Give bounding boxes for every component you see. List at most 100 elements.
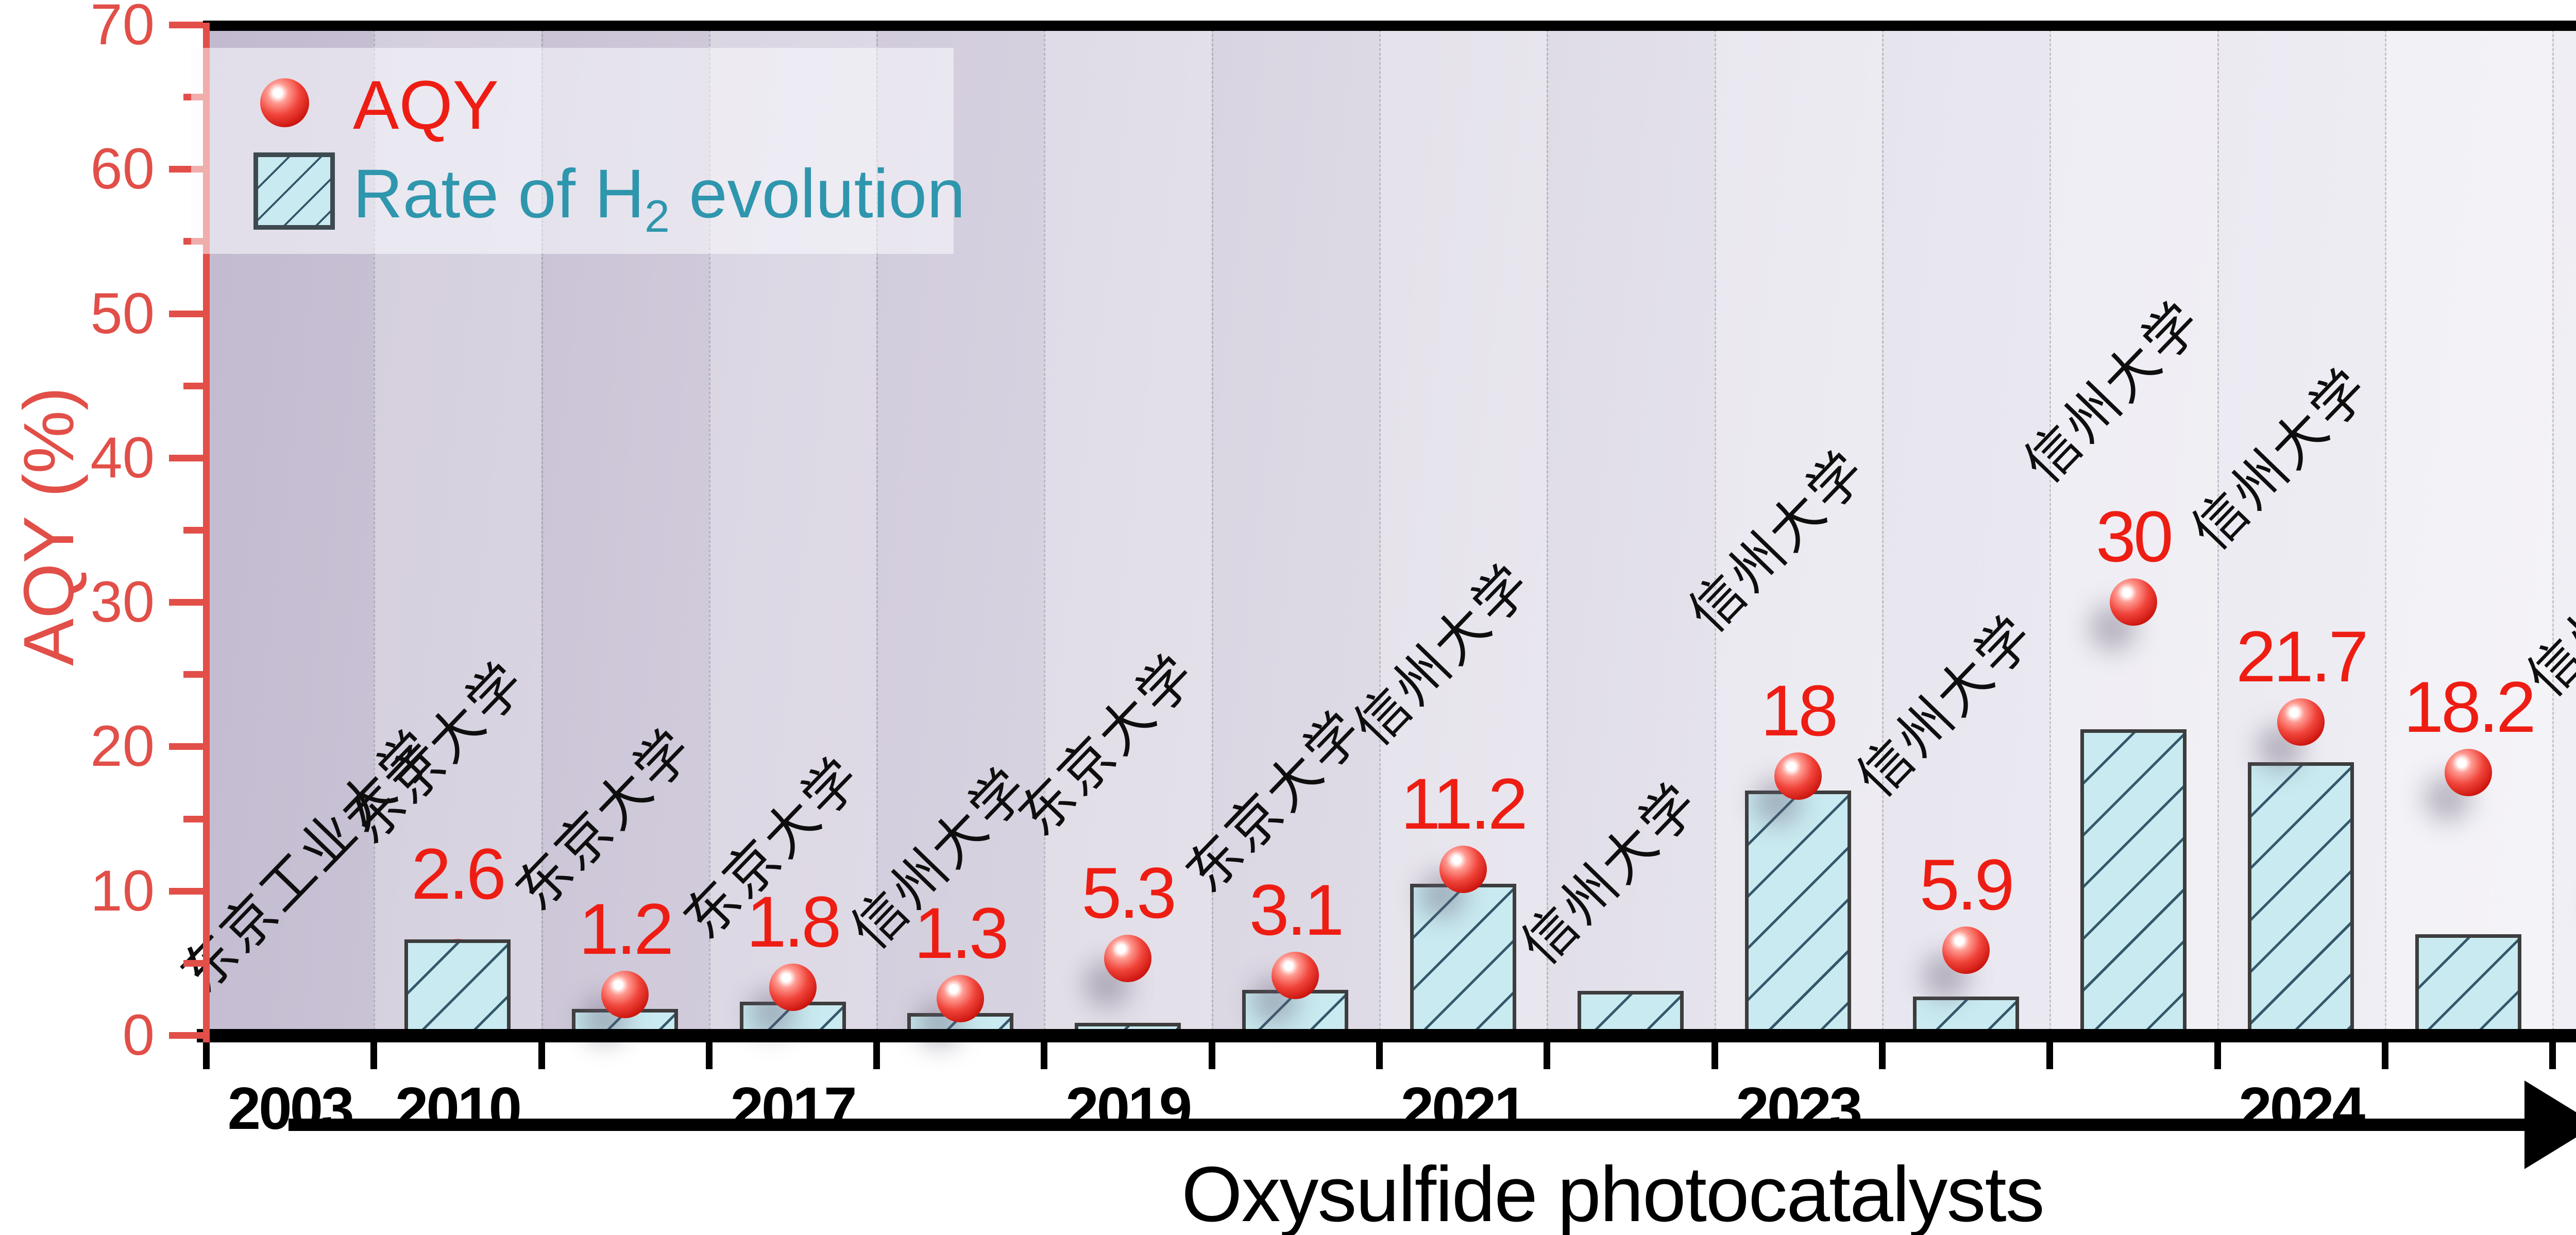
x-axis-year-label: 2003 <box>227 1075 354 1142</box>
aqy-value-label: 18.2 <box>2403 666 2536 747</box>
x-axis-year-label: 2021 <box>1400 1075 1528 1142</box>
x-axis-tick <box>1041 1042 1048 1069</box>
x-axis-tick <box>370 1042 378 1069</box>
slot-gridline <box>1882 25 1884 1035</box>
x-axis-tick <box>2549 1042 2556 1069</box>
aqy-dot <box>1104 935 1152 983</box>
x-axis-tick <box>1711 1042 1718 1069</box>
x-axis-year-label: 2017 <box>730 1075 857 1142</box>
aqy-value-label: 10.7 <box>2482 774 2576 857</box>
left-axis-major-tick <box>169 599 203 606</box>
timeline-arrow-head-icon <box>2524 1080 2576 1169</box>
aqy-value-label: 5.9 <box>1919 844 2015 925</box>
aqy-value-label: 30 <box>2096 496 2174 577</box>
slot-gridline <box>1044 25 1046 1035</box>
left-axis-tick-label: 40 <box>90 425 155 490</box>
aqy-dot <box>769 964 817 1011</box>
legend-rate-prefix: Rate of H <box>353 156 645 232</box>
x-axis-year-label: 2024 <box>2239 1075 2365 1142</box>
aqy-dot <box>1272 951 1319 999</box>
slot-gridline <box>876 25 878 1035</box>
aqy-dot <box>1439 845 1487 893</box>
slot-gridline <box>2049 25 2052 1035</box>
aqy-value-label: 18 <box>1760 670 1838 751</box>
left-axis-minor-tick <box>183 671 203 678</box>
left-axis-major-tick <box>169 887 203 895</box>
plot-top-frame <box>203 21 2576 31</box>
x-axis-tick <box>1208 1042 1215 1069</box>
slot-gridline <box>708 25 710 1035</box>
rate-bar <box>2248 762 2354 1035</box>
slot-gridline <box>374 25 376 1035</box>
x-axis-year-label: 2025 <box>2482 1074 2576 1143</box>
timeline-arrow-line <box>289 1119 2524 1131</box>
slot-gridline <box>2384 25 2386 1035</box>
aqy-value-label: 1.2 <box>579 888 674 969</box>
slot-gridline <box>1379 25 1381 1035</box>
x-axis-year-label: 2010 <box>395 1075 522 1142</box>
rate-bar <box>1578 990 1684 1035</box>
legend-rate-sub: 2 <box>645 190 670 242</box>
rate-bar <box>1410 883 1516 1035</box>
rate-bar <box>1745 791 1852 1035</box>
aqy-value-label: 1.8 <box>746 881 842 963</box>
rate-bar <box>2080 729 2187 1035</box>
aqy-dot <box>2109 578 2157 626</box>
left-axis-tick-label: 60 <box>90 136 155 201</box>
x-axis-year-label: 2023 <box>1736 1075 1862 1142</box>
aqy-value-label: 21.7 <box>2235 615 2368 697</box>
left-axis-major-tick <box>169 22 203 28</box>
left-axis-tick-label: 50 <box>90 281 155 346</box>
aqy-value-label: 3.1 <box>1249 869 1345 950</box>
aqy-value-label: 1.3 <box>914 892 1009 973</box>
left-axis-minor-tick <box>183 815 203 822</box>
x-axis-tick <box>873 1042 880 1069</box>
aqy-value-label: 2.6 <box>411 833 506 914</box>
timeline-arrow-label: Oxysulfide photocatalysts <box>1181 1151 2045 1235</box>
aqy-dot <box>601 970 649 1018</box>
left-axis-tick-label: 70 <box>90 0 155 57</box>
aqy-value-label: 5.3 <box>1081 852 1177 934</box>
slot-gridline <box>2217 25 2219 1035</box>
background-band <box>2384 25 2553 1035</box>
background-band <box>1044 25 1212 1035</box>
legend-rate-suffix: evolution <box>670 156 965 232</box>
highlight-institution-label: 上海科技大学 <box>2517 227 2576 313</box>
slot-gridline <box>1714 25 1716 1035</box>
slot-gridline <box>2552 25 2554 1035</box>
x-axis-tick <box>203 1042 210 1069</box>
legend-rate-swatch-icon <box>253 152 335 230</box>
x-axis-tick <box>1544 1042 1551 1069</box>
left-axis-minor-tick <box>183 527 203 534</box>
left-axis-major-tick <box>169 743 203 750</box>
left-axis-major-tick <box>169 454 203 461</box>
x-axis-tick <box>2046 1042 2054 1069</box>
aqy-dot <box>1774 752 1822 800</box>
rate-bar <box>2415 934 2522 1035</box>
left-axis-tick-label: 0 <box>122 1003 155 1067</box>
aqy-dot <box>1942 926 1990 974</box>
left-axis-tick-label: 10 <box>90 858 155 923</box>
left-axis-tick-label: 20 <box>90 714 155 779</box>
left-axis-major-tick <box>169 310 203 317</box>
x-axis-tick <box>1878 1042 1886 1069</box>
rate-bar <box>404 939 511 1035</box>
x-axis-year-label: 2019 <box>1065 1075 1192 1142</box>
slot-gridline <box>541 25 543 1035</box>
x-axis-line <box>197 1029 2576 1042</box>
x-axis-tick <box>538 1042 545 1069</box>
x-axis-tick <box>705 1042 713 1069</box>
left-axis-title: AQY (%) <box>9 387 89 666</box>
legend-aqy-label: AQY <box>353 67 499 144</box>
x-axis-tick <box>2214 1042 2221 1069</box>
slot-gridline <box>1547 25 1549 1035</box>
left-axis-minor-tick <box>183 959 203 967</box>
left-axis-line <box>203 23 210 1048</box>
aqy-dot <box>2277 698 2325 746</box>
legend-aqy-dot-icon <box>260 78 309 127</box>
aqy-value-label: 11.2 <box>1400 763 1528 844</box>
aqy-dot <box>2445 748 2493 796</box>
left-axis-minor-tick <box>183 382 203 389</box>
slot-gridline <box>1211 25 1213 1035</box>
